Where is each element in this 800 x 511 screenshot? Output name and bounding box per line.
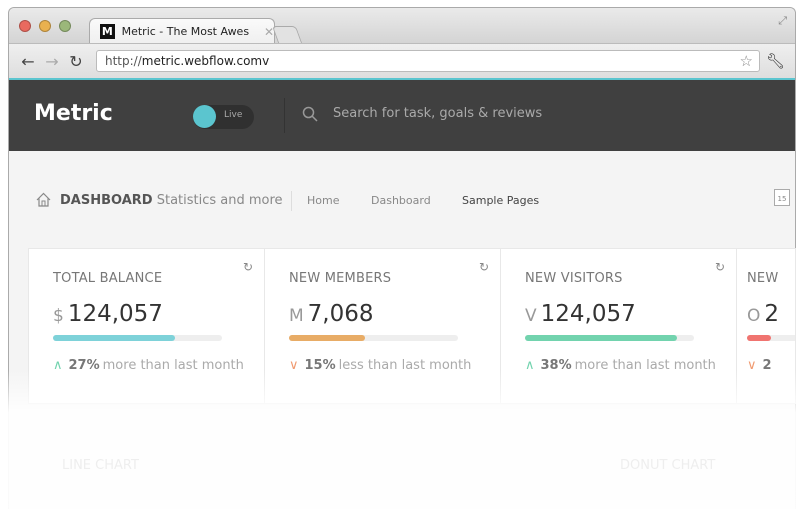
app-header: Metric Live Search for task, goals & rev…: [9, 80, 795, 151]
card-change: ∧ 27% more than last month: [53, 358, 244, 373]
card-value: V 124,057: [525, 301, 636, 327]
progress-bar: [525, 335, 694, 341]
back-icon[interactable]: ←: [21, 51, 35, 71]
reflection-fade: [0, 370, 800, 511]
card-prefix: O: [747, 306, 761, 326]
progress-bar: [289, 335, 458, 341]
card-prefix: V: [525, 306, 537, 326]
fullscreen-icon[interactable]: ⤢: [778, 14, 787, 27]
page-subtitle: Statistics and more: [156, 193, 283, 208]
breadcrumb-sample-pages[interactable]: Sample Pages: [462, 194, 540, 207]
title-bar: M Metric - The Most Awes ✕ ⤢: [9, 8, 795, 44]
home-icon: [36, 192, 51, 207]
progress-bar: [53, 335, 222, 341]
line-chart-title: LINE CHART: [62, 458, 139, 473]
browser-tab[interactable]: M Metric - The Most Awes ✕: [89, 18, 275, 44]
card-change: ∨ 2: [747, 358, 775, 373]
live-toggle[interactable]: Live: [193, 105, 254, 129]
browser-toolbar: ← → ↻ http://metric.webflow.comv ☆ 🔧︎: [9, 43, 795, 78]
stat-card: NEW ↻ O2 ∨2: [737, 249, 795, 403]
change-text: more than last month: [102, 358, 244, 373]
minimize-window-button[interactable]: [39, 20, 51, 32]
card-number: 124,057: [67, 301, 163, 327]
change-percent: 2: [762, 358, 772, 373]
card-prefix: M: [289, 306, 304, 326]
new-tab-button[interactable]: [271, 26, 303, 43]
progress-fill: [53, 335, 175, 341]
toggle-label: Live: [224, 110, 243, 120]
refresh-icon[interactable]: ↻: [242, 260, 253, 274]
logo[interactable]: Metric: [34, 101, 113, 126]
progress-fill: [747, 335, 771, 341]
forward-icon[interactable]: →: [45, 51, 59, 71]
card-change: ∧ 38% more than last month: [525, 358, 716, 373]
close-window-button[interactable]: [19, 20, 31, 32]
breadcrumb-dashboard[interactable]: Dashboard: [371, 194, 431, 207]
change-percent: 15%: [304, 358, 336, 373]
stat-card: NEW VISITORS ↻ V 124,057 ∧ 38% more than la…: [501, 249, 737, 403]
wrench-icon[interactable]: 🔧︎: [765, 52, 785, 70]
stat-card: NEW MEMBERS ↻ M 7,068 ∨ 15% less than last …: [265, 249, 501, 403]
card-title: TOTAL BALANCE: [53, 271, 163, 286]
search-icon: [302, 106, 318, 122]
url-scheme: http://: [105, 54, 142, 68]
refresh-icon[interactable]: ↻: [714, 260, 725, 274]
card-number: 2: [764, 301, 780, 327]
refresh-icon[interactable]: ↻: [478, 260, 489, 274]
breadcrumb-home[interactable]: Home: [307, 194, 340, 207]
page-title-main: DASHBOARD: [60, 193, 153, 208]
card-title: NEW: [747, 271, 779, 286]
card-value: $124,057: [53, 301, 163, 327]
divider: [284, 98, 285, 133]
bookmark-star-icon[interactable]: ☆: [739, 52, 753, 70]
change-percent: 27%: [68, 358, 100, 373]
progress-fill: [525, 335, 678, 341]
card-value: M 7,068: [289, 301, 374, 327]
card-prefix: $: [53, 306, 64, 326]
progress-bar: [747, 335, 795, 341]
donut-chart-title: DONUT CHART: [620, 458, 716, 473]
divider: [291, 191, 292, 211]
arrow-down-icon: ∨: [289, 358, 299, 373]
tab-title: Metric - The Most Awes: [121, 25, 250, 38]
card-change: ∨ 15% less than last month: [289, 358, 471, 373]
calendar-icon[interactable]: 15: [774, 189, 790, 206]
stat-card: TOTAL BALANCE ↻ $124,057 ∧ 27% more than l…: [29, 249, 265, 403]
arrow-down-icon: ∨: [747, 358, 757, 373]
card-title: NEW MEMBERS: [289, 271, 392, 286]
card-number: 7,068: [307, 301, 374, 327]
close-tab-icon[interactable]: ✕: [263, 24, 274, 39]
toggle-knob: [193, 105, 216, 128]
arrow-up-icon: ∧: [525, 358, 535, 373]
address-bar[interactable]: http://metric.webflow.comv ☆: [96, 50, 760, 72]
url-domain: metric.webflow.comv: [141, 54, 270, 68]
accent-line: [9, 78, 795, 80]
maximize-window-button[interactable]: [59, 20, 71, 32]
change-text: less than last month: [338, 358, 472, 373]
change-percent: 38%: [540, 358, 572, 373]
change-text: more than last month: [574, 358, 716, 373]
card-number: 124,057: [540, 301, 636, 327]
page-title: DASHBOARD Statistics and more: [60, 193, 283, 208]
search-input[interactable]: Search for task, goals & reviews: [333, 106, 543, 121]
arrow-up-icon: ∧: [53, 358, 63, 373]
reload-icon[interactable]: ↻: [69, 51, 83, 71]
card-title: NEW VISITORS: [525, 271, 623, 286]
favicon: M: [100, 24, 115, 39]
progress-fill: [289, 335, 366, 341]
